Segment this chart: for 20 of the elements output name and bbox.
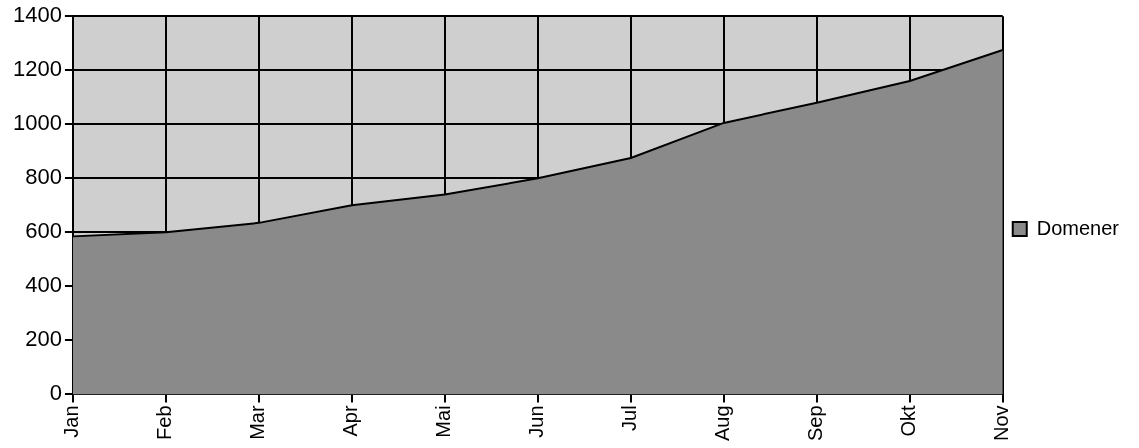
legend-label: Domener: [1036, 216, 1120, 239]
y-tick-label: 1200: [12, 56, 62, 82]
y-tick-label: 600: [25, 218, 62, 244]
x-tick-label: Sep: [804, 405, 827, 442]
x-tick-label: Jan: [60, 405, 83, 438]
y-tick-label: 0: [49, 380, 62, 406]
x-tick-label: Okt: [897, 404, 920, 437]
x-tick-label: Nov: [990, 405, 1013, 441]
x-tick-label: Mai: [432, 405, 455, 438]
x-tick-label: Jun: [525, 405, 548, 438]
y-tick-label: 400: [25, 272, 62, 298]
x-tick-label: Mar: [246, 405, 269, 440]
x-tick-label: Jul: [618, 405, 641, 431]
y-tick-label: 800: [25, 164, 62, 190]
x-tick-label: Apr: [339, 405, 362, 437]
x-tick-label: Aug: [711, 405, 734, 442]
y-tick-label: 1400: [12, 2, 62, 28]
y-tick-label: 200: [25, 326, 62, 352]
x-tick-label: Feb: [153, 405, 176, 440]
y-tick-label: 1000: [12, 110, 62, 136]
